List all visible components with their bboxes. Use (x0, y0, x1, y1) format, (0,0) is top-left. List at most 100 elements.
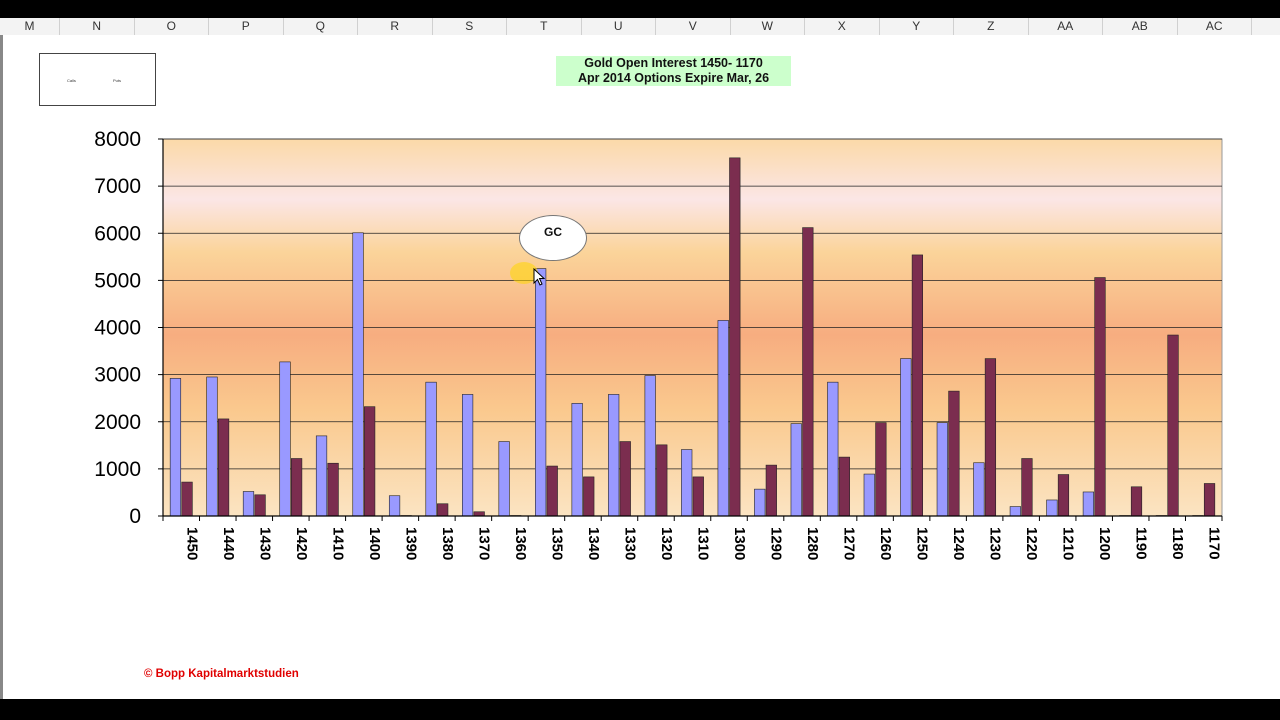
gc-callout-bubble: GC (519, 215, 587, 261)
bar-puts-1250 (911, 254, 923, 517)
copyright-text: © Bopp Kapitalmarktstudien (144, 668, 299, 680)
x-tick-label: 1280 (804, 527, 821, 560)
column-header-s[interactable]: S (433, 18, 507, 35)
column-header-ab[interactable]: AB (1103, 18, 1178, 35)
x-tick-label: 1350 (548, 527, 565, 560)
x-tick-label: 1370 (475, 527, 492, 560)
chart-title-line1: Gold Open Interest 1450- 1170 (584, 56, 763, 70)
column-header-p[interactable]: P (209, 18, 284, 35)
column-header-r[interactable]: R (358, 18, 433, 35)
x-tick-label: 1390 (402, 527, 419, 560)
x-tick-label: 1210 (1060, 527, 1077, 560)
bar-calls-1370 (462, 394, 474, 517)
bar-calls-1230 (973, 462, 985, 517)
bar-puts-1260 (875, 422, 887, 517)
bar-calls-1400 (352, 232, 364, 517)
y-tick-label: 4000 (94, 317, 141, 340)
bar-puts-1210 (1057, 474, 1070, 517)
bar-puts-1200 (1094, 277, 1106, 517)
column-header-v[interactable]: V (656, 18, 731, 35)
y-tick-label: 1000 (94, 458, 141, 481)
x-tick-label: 1190 (1133, 527, 1150, 560)
column-header-y[interactable]: Y (880, 18, 954, 35)
gc-callout-label: GC (544, 225, 562, 239)
x-tick-label: 1300 (731, 527, 748, 560)
x-tick-label: 1260 (877, 527, 894, 560)
bar-puts-1420 (291, 458, 303, 517)
bar-puts-1450 (181, 481, 193, 517)
column-header-w[interactable]: W (731, 18, 805, 35)
bar-calls-1200 (1082, 491, 1094, 517)
x-tick-label: 1180 (1169, 527, 1186, 560)
bar-calls-1270 (827, 381, 839, 517)
x-tick-label: 1440 (220, 527, 237, 560)
chart-title: Gold Open Interest 1450- 1170 Apr 2014 O… (556, 56, 791, 86)
bar-puts-1280 (802, 227, 814, 517)
bar-puts-1300 (729, 157, 741, 517)
x-tick-label: 1310 (695, 527, 712, 560)
bar-calls-1290 (754, 488, 766, 517)
column-header-aa[interactable]: AA (1029, 18, 1103, 35)
bar-calls-1390 (388, 495, 401, 517)
mouse-pointer-icon (533, 268, 546, 286)
bar-puts-1380 (437, 503, 449, 517)
column-header-m[interactable]: M (0, 18, 60, 35)
column-header-u[interactable]: U (582, 18, 656, 35)
bar-puts-1230 (984, 358, 997, 517)
column-header-q[interactable]: Q (284, 18, 358, 35)
bar-puts-1310 (692, 476, 704, 517)
bar-puts-1410 (327, 462, 339, 517)
legend-item-puts: Puts (113, 78, 122, 83)
column-header-t[interactable]: T (507, 18, 582, 35)
bar-calls-1410 (315, 435, 328, 517)
y-tick-label: 8000 (94, 128, 141, 151)
x-tick-label: 1400 (366, 527, 383, 560)
column-header-n[interactable]: N (60, 18, 135, 35)
x-tick-label: 1200 (1096, 527, 1113, 560)
y-tick-label: 0 (129, 505, 141, 528)
bar-puts-1430 (254, 494, 266, 517)
bar-calls-1420 (279, 361, 291, 517)
column-header-x[interactable]: X (805, 18, 880, 35)
chart-title-line2: Apr 2014 Options Expire Mar, 26 (577, 71, 770, 85)
x-tick-label: 1220 (1023, 527, 1040, 560)
legend: Calls Puts (39, 53, 156, 106)
bar-calls-1380 (425, 381, 437, 517)
bar-puts-1270 (838, 456, 850, 517)
x-tick-label: 1270 (841, 527, 858, 560)
bar-calls-1350 (535, 268, 547, 517)
bar-puts-1400 (364, 406, 376, 517)
column-header-o[interactable]: O (135, 18, 209, 35)
y-tick-label: 3000 (94, 364, 141, 387)
bar-puts-1170 (1203, 483, 1216, 517)
bar-puts-1330 (619, 441, 631, 517)
legend-item-calls: Calls (67, 78, 76, 83)
bar-calls-1430 (242, 491, 255, 517)
x-tick-label: 1230 (987, 527, 1004, 560)
column-header-bar: M N O P Q R S T U V W X Y Z AA AB AC (0, 18, 1280, 36)
bar-puts-1180 (1167, 334, 1179, 517)
bar-calls-1250 (900, 358, 912, 517)
column-header-ac[interactable]: AC (1178, 18, 1252, 35)
cursor-highlight (510, 262, 538, 284)
bar-puts-1320 (656, 444, 668, 517)
bar-calls-1210 (1046, 499, 1058, 517)
x-tick-label: 1320 (658, 527, 675, 560)
bar-calls-1310 (681, 449, 693, 517)
x-tick-label: 1250 (914, 527, 931, 560)
bar-calls-1330 (608, 394, 620, 517)
bar-calls-1340 (571, 403, 583, 517)
bar-puts-1190 (1130, 486, 1143, 517)
y-tick-label: 5000 (94, 269, 141, 292)
x-tick-label: 1360 (512, 527, 529, 560)
x-tick-label: 1380 (439, 527, 456, 560)
bar-puts-1350 (546, 465, 558, 517)
y-tick-label: 2000 (94, 411, 141, 434)
column-header-z[interactable]: Z (954, 18, 1029, 35)
bar-calls-1260 (863, 473, 875, 517)
bar-puts-1370 (473, 511, 485, 517)
x-tick-label: 1240 (950, 527, 967, 560)
bar-puts-1290 (765, 464, 777, 517)
bar-calls-1360 (498, 441, 510, 517)
